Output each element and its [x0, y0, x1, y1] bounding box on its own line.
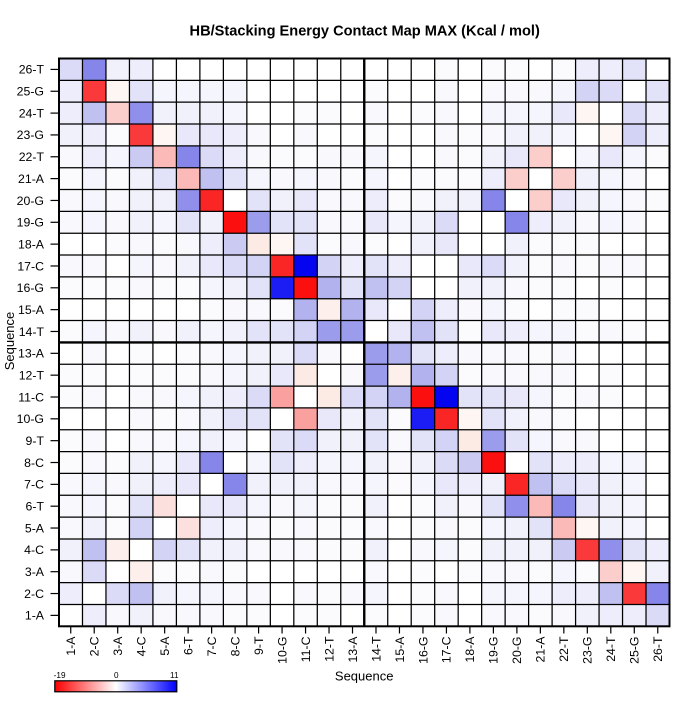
svg-text:16-G: 16-G — [416, 637, 430, 664]
svg-text:10-G: 10-G — [275, 637, 289, 664]
svg-text:9-T: 9-T — [252, 636, 266, 655]
svg-text:23-G: 23-G — [17, 128, 44, 142]
svg-text:0: 0 — [114, 671, 119, 680]
svg-text:18-A: 18-A — [18, 237, 45, 251]
svg-text:22-T: 22-T — [557, 636, 571, 662]
svg-text:4-C: 4-C — [134, 636, 148, 656]
svg-text:19-G: 19-G — [487, 637, 501, 664]
svg-text:14-T: 14-T — [19, 325, 45, 339]
svg-text:5-A: 5-A — [158, 636, 172, 656]
svg-text:4-C: 4-C — [24, 543, 44, 557]
svg-text:1-A: 1-A — [25, 609, 45, 623]
svg-text:11-C: 11-C — [299, 636, 313, 662]
svg-text:17-C: 17-C — [440, 636, 454, 663]
svg-text:26-T: 26-T — [651, 636, 665, 662]
svg-text:21-A: 21-A — [18, 172, 45, 186]
svg-text:5-A: 5-A — [25, 521, 45, 535]
svg-text:11: 11 — [170, 671, 179, 680]
svg-text:10-G: 10-G — [17, 412, 44, 426]
svg-text:20-G: 20-G — [510, 637, 524, 664]
svg-text:3-A: 3-A — [111, 636, 125, 656]
svg-text:3-A: 3-A — [25, 565, 45, 579]
svg-text:7-C: 7-C — [205, 636, 219, 656]
svg-text:11-C: 11-C — [18, 390, 44, 404]
svg-text:20-G: 20-G — [17, 194, 44, 208]
svg-text:8-C: 8-C — [24, 456, 44, 470]
svg-text:1-A: 1-A — [64, 636, 78, 656]
svg-text:Sequence: Sequence — [335, 668, 394, 683]
svg-text:18-A: 18-A — [463, 636, 477, 663]
svg-text:22-T: 22-T — [19, 150, 45, 164]
svg-text:8-C: 8-C — [228, 636, 242, 656]
svg-text:24-T: 24-T — [19, 106, 45, 120]
svg-text:-19: -19 — [54, 671, 66, 680]
svg-text:2-C: 2-C — [88, 636, 102, 656]
svg-text:12-T: 12-T — [322, 636, 336, 662]
svg-text:9-T: 9-T — [26, 434, 45, 448]
svg-text:13-A: 13-A — [18, 347, 45, 361]
svg-text:21-A: 21-A — [534, 636, 548, 663]
svg-text:6-T: 6-T — [26, 499, 45, 513]
svg-text:24-T: 24-T — [604, 636, 618, 662]
svg-text:Sequence: Sequence — [2, 312, 17, 371]
svg-text:19-G: 19-G — [17, 216, 44, 230]
svg-text:6-T: 6-T — [181, 636, 195, 655]
svg-text:HB/Stacking Energy Contact Map: HB/Stacking Energy Contact Map MAX (Kcal… — [190, 23, 540, 39]
svg-text:2-C: 2-C — [24, 587, 44, 601]
svg-text:12-T: 12-T — [19, 368, 45, 382]
svg-text:13-A: 13-A — [346, 636, 360, 663]
svg-text:16-G: 16-G — [17, 281, 44, 295]
svg-text:17-C: 17-C — [17, 259, 44, 273]
svg-text:15-A: 15-A — [18, 303, 45, 317]
svg-text:25-G: 25-G — [17, 85, 44, 99]
svg-text:23-G: 23-G — [581, 637, 595, 664]
svg-text:26-T: 26-T — [19, 63, 45, 77]
svg-text:15-A: 15-A — [393, 636, 407, 663]
svg-text:7-C: 7-C — [24, 478, 44, 492]
svg-text:25-G: 25-G — [628, 637, 642, 664]
svg-text:14-T: 14-T — [369, 636, 383, 662]
